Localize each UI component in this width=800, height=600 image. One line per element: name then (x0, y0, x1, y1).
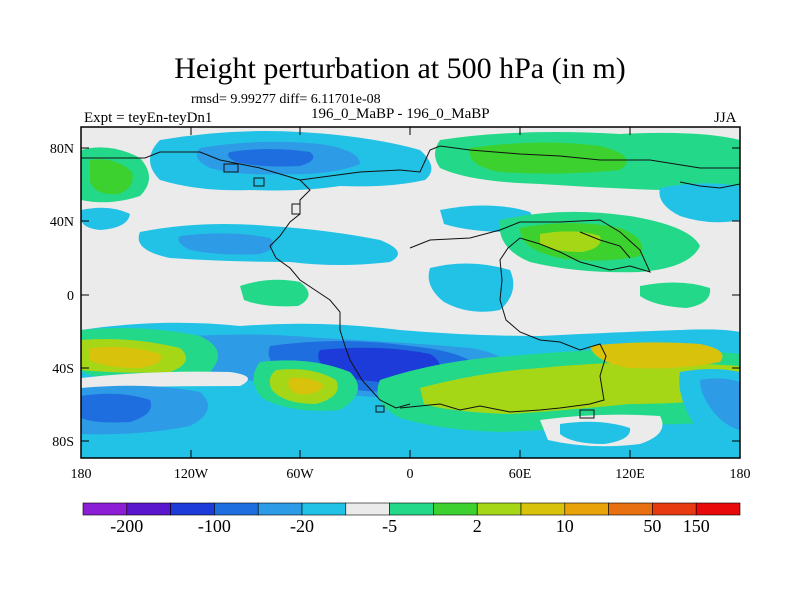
colorbar-box (433, 502, 478, 516)
contour-positive-spac-center-peak (288, 377, 324, 395)
colorbar-label: 50 (643, 516, 661, 536)
axis-ticks (80, 127, 741, 458)
contour-gap-spac (81, 371, 248, 388)
colorbar-box (301, 502, 347, 516)
lat-tick-label: 40N (50, 215, 74, 230)
contour-negative-midlat-core (178, 233, 274, 255)
coastlines (81, 145, 740, 419)
lat-tick-label: 80N (50, 142, 74, 157)
colorbar-label: -200 (110, 516, 143, 536)
contour-positive-arctic-core (469, 142, 627, 174)
contour-negative-north-core2 (228, 149, 314, 167)
colorbar-label: -20 (290, 516, 314, 536)
colorbar-box (476, 502, 522, 516)
lon-tick-label: 0 (407, 467, 414, 482)
contour-positive-s-ind-core (590, 342, 723, 369)
colorbar-label: -5 (382, 516, 397, 536)
colorbar: -200 -100 -20 -5 2 10 50 150 (82, 502, 741, 536)
lon-tick-label: 180 (71, 467, 92, 482)
season-label: JJA (714, 110, 737, 126)
lon-axis: 180 120W 60W 0 60E 120E 180 (71, 467, 751, 482)
lon-tick-label: 120W (174, 467, 209, 482)
colorbar-label: 150 (683, 516, 710, 536)
lon-tick-label: 120E (615, 467, 645, 482)
lon-tick-label: 60W (286, 467, 314, 482)
colorbar-box (564, 502, 609, 516)
colorbar-box (345, 502, 390, 516)
contour-negative-s-ind-east2 (700, 378, 740, 430)
contour-negative-tropics-atl (428, 263, 514, 312)
lat-tick-label: 0 (67, 289, 74, 304)
colorbar-label: -100 (198, 516, 231, 536)
rmsd-diff-stats: rmsd= 9.99277 diff= 6.11701e-08 (191, 92, 381, 107)
colorbar-label: 2 (473, 516, 482, 536)
colorbar-box (695, 502, 741, 516)
case-subtitle: 196_0_MaBP - 196_0_MaBP (311, 106, 490, 122)
contour-negative-pacific-east (659, 183, 740, 223)
lat-tick-label: 40S (52, 362, 74, 377)
colorbar-box (214, 502, 259, 516)
colorbar-box (170, 502, 215, 516)
colorbar-label: 10 (556, 516, 574, 536)
contour-negative-spac-deep-core (81, 393, 152, 423)
colorbar-box (520, 502, 566, 516)
contour-positive-npacific-core (90, 159, 133, 195)
lat-tick-label: 80S (52, 435, 74, 450)
contour-positive-asia-peak (540, 231, 601, 252)
lon-tick-label: 60E (509, 467, 532, 482)
colorbar-box (257, 502, 303, 516)
contour-negative-s-ind-patch (560, 421, 631, 444)
contour-positive-tropics-west (240, 279, 309, 307)
colorbar-box (608, 502, 653, 516)
colorbar-box (389, 502, 434, 516)
colorbar-box (652, 502, 697, 516)
contour-map (81, 127, 740, 458)
contour-positive-s-atl-ind2 (420, 362, 740, 414)
contour-positive-spac-west-core (90, 346, 162, 368)
experiment-label: Expt = teyEn-teyDn1 (84, 110, 213, 126)
lon-tick-label: 180 (730, 467, 751, 482)
plot-title: Height perturbation at 500 hPa (in m) (174, 52, 626, 85)
colorbar-box (82, 502, 128, 516)
colorbar-box (126, 502, 171, 516)
contour-negative-npacific-west (81, 207, 130, 230)
contour-positive-tropics-east (640, 282, 711, 308)
lat-axis: 80N 40N 0 40S 80S (50, 142, 74, 450)
